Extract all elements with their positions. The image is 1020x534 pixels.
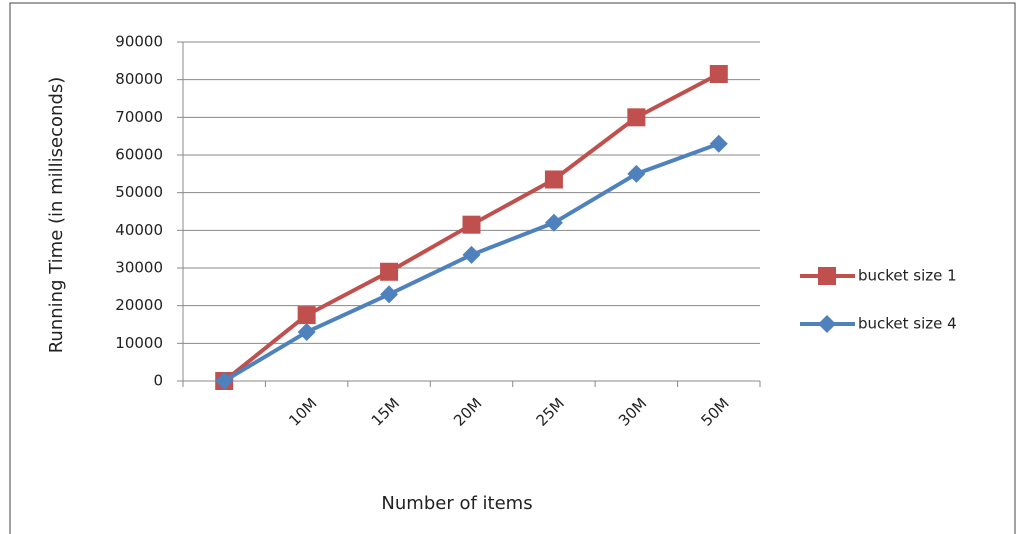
y-tick-label: 80000 bbox=[115, 70, 163, 88]
marker bbox=[627, 108, 646, 127]
legend-label: bucket size 1 bbox=[858, 267, 957, 285]
y-tick-label: 50000 bbox=[115, 183, 163, 201]
legend-label: bucket size 4 bbox=[858, 315, 957, 333]
y-tick-label: 0 bbox=[153, 372, 163, 390]
y-tick-label: 20000 bbox=[115, 296, 163, 314]
marker bbox=[544, 213, 563, 232]
y-tick-label: 90000 bbox=[115, 33, 163, 51]
marker bbox=[709, 65, 728, 84]
marker bbox=[380, 285, 399, 304]
y-tick-label: 10000 bbox=[115, 334, 163, 352]
marker bbox=[380, 262, 399, 281]
marker bbox=[709, 134, 728, 153]
y-axis-title: Running Time (in milliseconds) bbox=[46, 77, 67, 354]
marker bbox=[818, 315, 836, 333]
y-tick-label: 60000 bbox=[115, 146, 163, 164]
marker bbox=[297, 323, 316, 342]
marker bbox=[818, 267, 836, 285]
marker bbox=[462, 215, 481, 234]
marker bbox=[462, 245, 481, 264]
y-tick-label: 40000 bbox=[115, 221, 163, 239]
y-tick-label: 30000 bbox=[115, 259, 163, 277]
marker bbox=[297, 306, 316, 325]
marker bbox=[627, 164, 646, 183]
y-tick-label: 70000 bbox=[115, 108, 163, 126]
marker bbox=[544, 170, 563, 189]
x-axis-title: Number of items bbox=[381, 493, 532, 514]
marker bbox=[215, 372, 234, 390]
